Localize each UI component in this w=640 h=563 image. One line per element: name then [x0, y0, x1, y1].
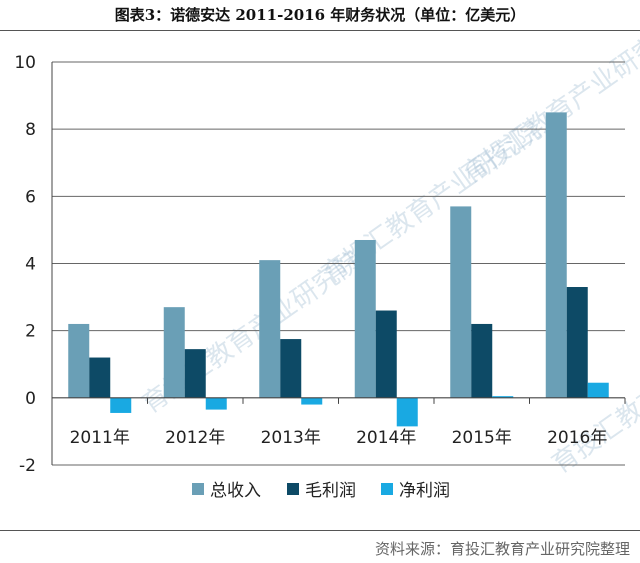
bar-总收入: [259, 260, 281, 398]
bar-总收入: [450, 206, 472, 398]
x-category-label: 2013年: [261, 428, 321, 448]
x-category-label: 2011年: [70, 428, 130, 448]
bar-总收入: [68, 323, 90, 398]
bar-总收入: [163, 307, 185, 398]
x-category-label: 2015年: [452, 428, 512, 448]
y-tick-label: 8: [25, 120, 36, 140]
bar-chart: 育投汇教育产业研究院育投汇教育产业研究院育投汇教育产业研究院育投汇教育产业研究院…: [14, 34, 640, 501]
bottom-rule: [0, 530, 640, 531]
bar-净利润: [110, 397, 132, 413]
legend-swatch: [287, 483, 299, 495]
bar-净利润: [205, 397, 227, 410]
bar-净利润: [301, 397, 323, 405]
legend-label: 净利润: [399, 481, 450, 501]
bar-净利润: [492, 396, 514, 398]
bar-毛利润: [184, 349, 206, 398]
legend-label: 毛利润: [305, 481, 356, 501]
x-category-label: 2012年: [165, 428, 225, 448]
legend-swatch: [381, 483, 393, 495]
source-note: 资料来源：育投汇教育产业研究院整理: [374, 540, 630, 558]
x-category-label: 2016年: [547, 428, 607, 448]
chart-title: 图表3：诺德安达 2011-2016 年财务状况（单位：亿美元）: [114, 6, 526, 24]
bar-净利润: [396, 397, 418, 427]
bar-毛利润: [89, 357, 111, 398]
bar-总收入: [354, 239, 376, 398]
top-rule: [0, 30, 640, 31]
bar-总收入: [545, 112, 567, 398]
legend-label: 总收入: [210, 481, 261, 501]
bar-毛利润: [375, 310, 397, 398]
y-tick-label: 6: [25, 187, 36, 207]
bar-净利润: [587, 382, 609, 398]
y-tick-label: 4: [25, 255, 36, 275]
y-tick-label: 2: [25, 322, 36, 342]
bar-毛利润: [566, 287, 588, 398]
legend-swatch: [192, 483, 204, 495]
bar-毛利润: [280, 339, 302, 398]
y-tick-label: -2: [19, 456, 36, 476]
y-tick-label: 0: [25, 389, 36, 409]
y-tick-label: 10: [14, 53, 36, 73]
x-category-label: 2014年: [356, 428, 416, 448]
bar-毛利润: [471, 323, 493, 398]
